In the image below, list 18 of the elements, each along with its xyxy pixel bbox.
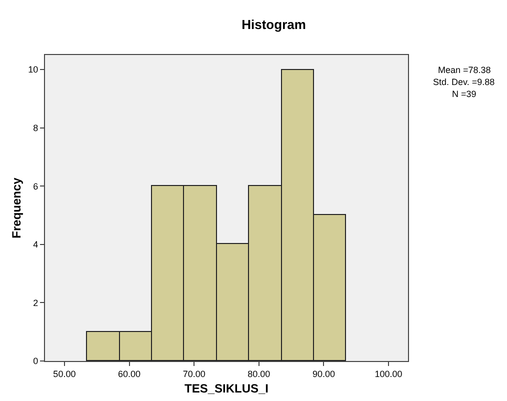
y-tick-label: 6 (33, 181, 38, 192)
x-tick-label: 100.00 (374, 368, 402, 379)
text: Mean =78.38 (438, 65, 491, 75)
x-tick-label: 60.00 (118, 368, 141, 379)
x-tick-label: 70.00 (182, 368, 206, 379)
text: N =39 (452, 89, 476, 99)
y-tick-label: 0 (33, 356, 38, 366)
y-tick-label: 2 (33, 298, 38, 308)
y-tick-label: 8 (33, 123, 38, 134)
y-tick-label: 4 (33, 240, 38, 250)
chart-title: Histogram (242, 17, 306, 32)
text: Std. Dev. =9.88 (433, 77, 495, 87)
y-tick-label: 10 (28, 64, 38, 75)
x-tick-label: 90.00 (312, 368, 335, 379)
x-tick-label: 50.00 (53, 368, 76, 379)
x-axis-title: TES_SIKLUS_I (184, 382, 269, 396)
y-axis-title: Frequency (9, 177, 24, 238)
x-tick-label: 80.00 (248, 368, 270, 379)
